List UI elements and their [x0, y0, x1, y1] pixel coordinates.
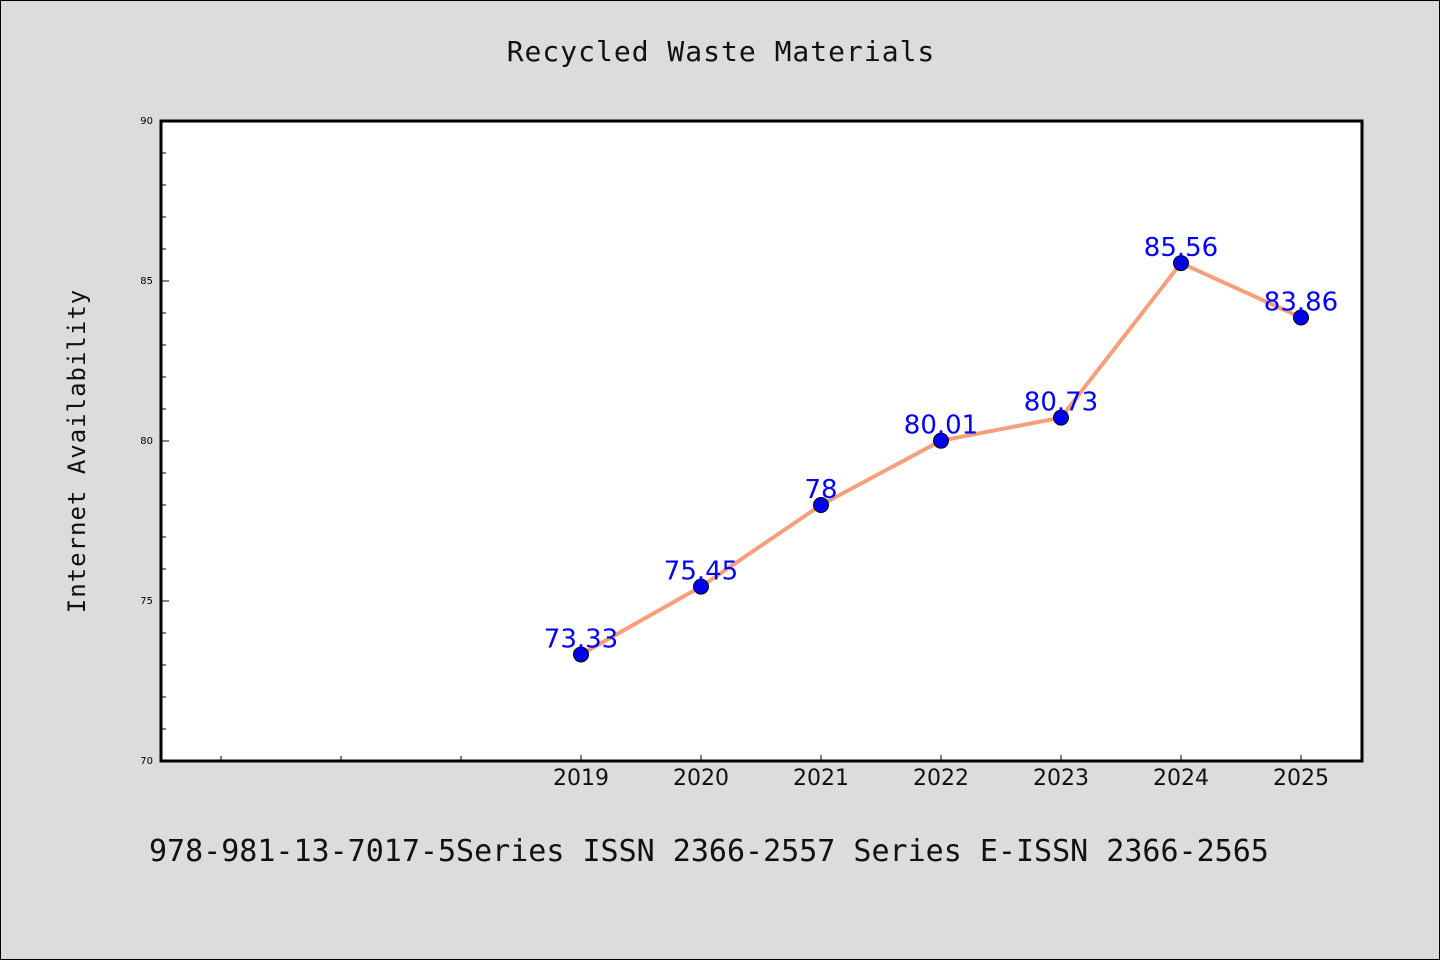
data-point — [1293, 309, 1309, 326]
series-layer: 73.33 75.45 78 80.01 80.73 85.56 83.86 — [544, 233, 1338, 663]
y-axis-label: Internet Availability — [63, 289, 91, 613]
data-label: 80.73 — [1024, 388, 1098, 418]
x-tick-label: 2023 — [1033, 766, 1089, 791]
data-point — [573, 646, 589, 663]
data-point — [813, 497, 829, 513]
data-label: 85.56 — [1144, 233, 1218, 263]
data-point — [693, 578, 709, 595]
y-tick-label: 85 — [140, 276, 153, 287]
x-axis: 2019 2020 2021 2022 2023 2024 2025 — [220, 755, 1329, 791]
data-point — [1173, 255, 1189, 272]
data-point — [933, 432, 949, 449]
data-label: 73.33 — [544, 624, 618, 654]
y-axis: 70 75 80 85 90 — [140, 116, 169, 767]
y-tick-label: 70 — [140, 756, 153, 767]
data-label: 80.01 — [904, 411, 978, 441]
data-label: 75.45 — [664, 557, 738, 587]
data-label: 78 — [804, 475, 837, 505]
y-tick-label: 90 — [140, 116, 153, 127]
data-point — [1053, 409, 1069, 426]
x-tick-label: 2024 — [1153, 766, 1209, 791]
y-tick-label: 75 — [140, 596, 153, 607]
x-tick-label: 2021 — [793, 766, 849, 791]
x-tick-label: 2019 — [553, 766, 609, 791]
y-tick-label: 80 — [140, 436, 153, 447]
data-label: 83.86 — [1264, 287, 1338, 317]
footer-text: 978-981-13-7017-5Series ISSN 2366-2557 S… — [149, 834, 1269, 869]
chart-title: Recycled Waste Materials — [506, 35, 936, 68]
plot-area — [159, 119, 1364, 763]
x-tick-label: 2022 — [913, 766, 969, 791]
x-tick-label: 2025 — [1273, 766, 1329, 791]
x-tick-label: 2020 — [673, 766, 729, 791]
